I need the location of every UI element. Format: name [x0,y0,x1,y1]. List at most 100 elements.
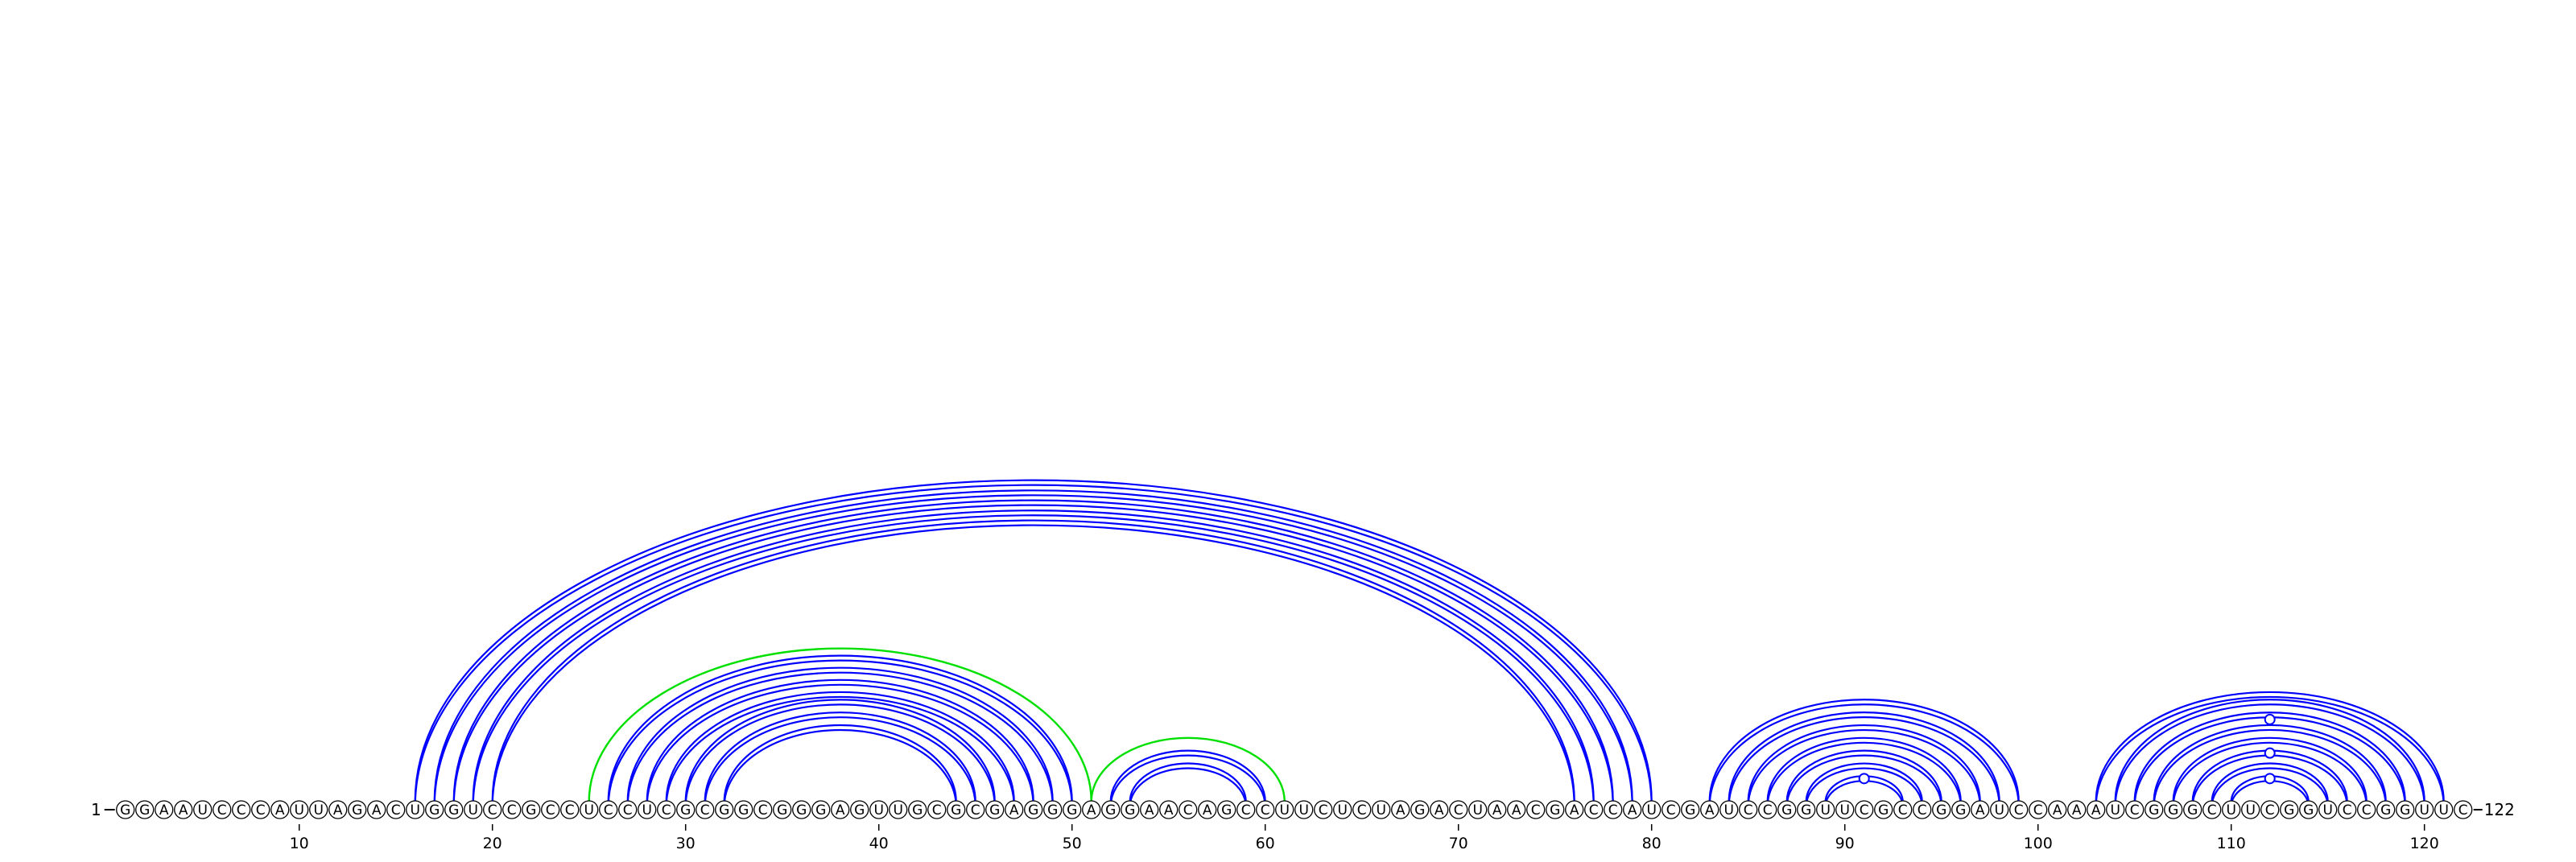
nucleotide-letter: C [1860,802,1869,819]
nucleotide-letter: A [1435,802,1444,819]
nucleotide-letter: G [1028,802,1038,819]
nucleotide-letter: C [1608,802,1618,819]
nucleotide-letter: A [1628,802,1637,819]
nucleotide-circle [1565,800,1584,819]
base-pair-arc [2172,736,2368,802]
nucleotide-circle [2009,800,2029,819]
nucleotide-letter: C [1454,802,1463,819]
base-pair-arc [491,519,1575,802]
nucleotide-circle [174,800,193,819]
nucleotide-circle [966,800,985,819]
nucleotide-letter: U [468,802,477,819]
nucleotide-letter: A [333,802,343,819]
nucleotide-circle [2164,800,2183,819]
nucleotide-circle [1043,800,1063,819]
nucleotide-circle [1816,800,1835,819]
nucleotide-circle [348,800,367,819]
nucleotide-letter: G [1801,802,1811,819]
base-pair-arc-inner [704,716,976,807]
nucleotide-circle [2222,800,2241,819]
nucleotide-circle [1140,800,1159,819]
nucleotide-circle [1236,800,1256,819]
base-pair-arc [646,678,1034,802]
nucleotide-circle [1971,800,1990,819]
nucleotide-letter: U [2226,802,2235,819]
nucleotide-circle [213,800,232,819]
nucleotide-circle [2202,800,2222,819]
nucleotide-circle [328,800,348,819]
nucleotide-letter: U [294,802,303,819]
base-pair-arc [1728,711,2000,802]
nucleotide-circle [1391,800,1410,819]
nucleotide-letter: A [372,802,382,819]
nucleotide-circle [773,800,792,819]
nucleotide-circle [560,800,580,819]
nucleotide-letter: C [604,802,613,819]
nucleotide-circle [1410,800,1430,819]
nucleotide-circle [2241,800,2260,819]
nucleotide-circle [2376,800,2396,819]
nucleotide-circle [1855,800,1874,819]
nucleotide-circle [309,800,328,819]
nucleotide-letter: C [565,802,575,819]
nucleotide-circle [1700,800,1719,819]
nucleotide-letter: U [2438,802,2448,819]
arc-markers [1858,713,2276,785]
nucleotide-letter: A [1492,802,1502,819]
nucleotide-letter: C [256,802,266,819]
nucleotide-letter: A [2091,802,2101,819]
nucleotide-circle [502,800,522,819]
nucleotide-letter: C [1744,802,1753,819]
nucleotide-circle [1352,800,1372,819]
nucleotide-letter: C [1666,802,1676,819]
nucleotide-circle [2106,800,2125,819]
nucleotide-letter: C [758,802,768,819]
nucleotide-letter: G [2284,802,2294,819]
base-pair-arc-inner [1766,741,1962,807]
nucleotide-circle [2125,800,2145,819]
nucleotide-circle [1449,800,1468,819]
nucleotide-circle [1990,800,2009,819]
nucleotide-letter: G [1414,802,1425,819]
nucleotide-letter: G [796,802,807,819]
nucleotide-letter: A [2072,802,2082,819]
base-pair-arc [607,654,1073,802]
base-pair-arc-inner [607,659,1073,807]
nucleotide-circle [367,800,386,819]
tick-label: 110 [2217,835,2246,852]
base-pair-arc [1747,724,1981,802]
nucleotide-letter: U [1724,802,1733,819]
nucleotide-letter: G [815,802,826,819]
nucleotide-circle [1546,800,1565,819]
base-pair-arc [2114,699,2425,802]
nucleotide-circle [2299,800,2318,819]
nucleotide-letter: G [719,802,729,819]
nucleotide-circle [638,800,657,819]
nucleotide-circle [2260,800,2280,819]
nucleotide-letter: A [1396,802,1406,819]
nucleotide-circle [811,800,831,819]
nucleotide-letter: U [1646,802,1656,819]
nucleotide-letter: C [1241,802,1251,819]
tick-label: 120 [2410,835,2439,852]
base-pair-arc-inner [452,504,1614,807]
base-pair-arc [626,666,1054,802]
nucleotide-circle [2280,800,2299,819]
nucleotide-letter: C [1357,802,1367,819]
base-pair-arc-inner [1805,767,1923,807]
nucleotide-circle [1893,800,1913,819]
nucleotide-circle [599,800,618,819]
arc-marker [2264,773,2276,785]
nucleotide-circle [1526,800,1546,819]
nucleotide-letter: A [1975,802,1985,819]
nucleotide-circle [2396,800,2415,819]
base-pair-arc-inner [433,494,1633,807]
nucleotide-circle [2087,800,2106,819]
nucleotide-circle [1294,800,1314,819]
nucleotide-circle [1951,800,1971,819]
nucleotide-letter: U [2419,802,2429,819]
nucleotide-circle [1797,800,1816,819]
tick-label: 40 [869,835,889,852]
nucleotide-circle [483,800,502,819]
nucleotide-letter: C [391,802,401,819]
